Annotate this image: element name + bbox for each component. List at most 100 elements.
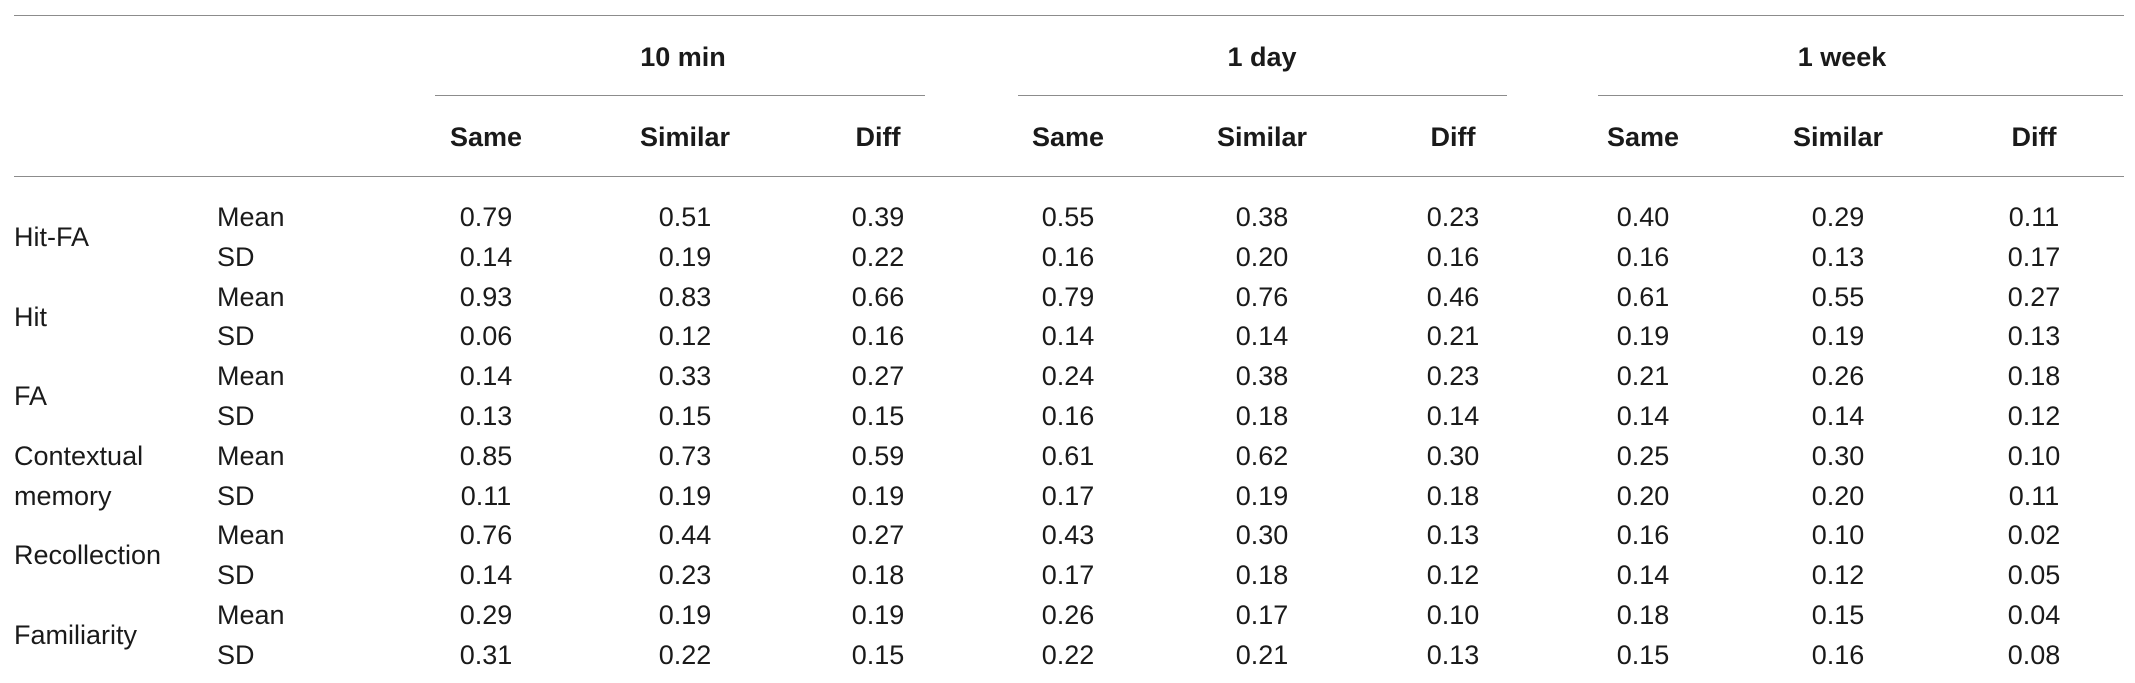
stat-label: SD: [217, 480, 255, 511]
table-cell: 0.76: [459, 520, 513, 551]
subcolumn-header: Similar: [639, 122, 731, 152]
table-cell: 0.23: [1426, 361, 1480, 392]
subcolumn-header: Same: [1606, 122, 1680, 152]
subcolumn-header: Similar: [1792, 122, 1884, 152]
table-cell: 0.21: [1616, 361, 1670, 392]
stat-label: Mean: [217, 202, 285, 232]
table-cell: 0.17: [1041, 480, 1095, 511]
subcolumn-header: Similar: [1216, 122, 1308, 152]
table-cell: 0.17: [1041, 560, 1095, 591]
table-cell: 0.22: [1041, 639, 1095, 670]
header-rule: [14, 176, 2124, 177]
table-cell: 0.93: [459, 281, 513, 312]
table-cell: 0.15: [1811, 600, 1865, 630]
table-cell: 0.27: [2007, 281, 2061, 312]
table-cell: 0.16: [1426, 241, 1480, 272]
stat-label: SD: [217, 560, 255, 591]
table-cell: 0.14: [1235, 321, 1289, 352]
table-cell: 0.20: [1616, 480, 1670, 511]
table-cell: 0.14: [459, 560, 513, 591]
table-cell: 0.30: [1811, 440, 1865, 471]
stat-label: Mean: [217, 520, 285, 551]
table-cell: 0.12: [658, 321, 712, 352]
table-cell: 0.14: [459, 361, 513, 392]
table-cell: 0.17: [2007, 241, 2061, 272]
table-cell: 0.76: [1235, 281, 1289, 312]
table-cell: 0.23: [1426, 202, 1480, 232]
table-cell: 0.30: [1235, 520, 1289, 551]
table-cell: 0.20: [1811, 480, 1865, 511]
table-cell: 0.62: [1235, 440, 1289, 471]
table-cell: 0.25: [1616, 440, 1670, 471]
table-cell: 0.40: [1616, 202, 1670, 232]
table-cell: 0.43: [1041, 520, 1095, 551]
table-cell: 0.33: [658, 361, 712, 392]
table-cell: 0.38: [1235, 202, 1289, 232]
table-cell: 0.19: [1235, 480, 1289, 511]
stat-label: SD: [217, 401, 255, 431]
table-cell: 0.61: [1041, 440, 1095, 471]
stat-label: Mean: [217, 361, 285, 392]
table-cell: 0.19: [658, 600, 712, 630]
table-cell: 0.13: [1426, 520, 1480, 551]
table-cell: 0.19: [851, 480, 905, 511]
table-cell: 0.13: [459, 401, 513, 431]
table-cell: 0.26: [1811, 361, 1865, 392]
table-cell: 0.12: [1426, 560, 1480, 591]
row-label: Familiarity: [14, 619, 138, 650]
column-group-header: 10 min: [640, 42, 726, 72]
table-cell: 0.04: [2007, 600, 2061, 630]
row-label: Hit-FA: [14, 221, 90, 252]
table-cell: 0.19: [658, 241, 712, 272]
table-cell: 0.22: [658, 639, 712, 670]
table-cell: 0.15: [1616, 639, 1670, 670]
table-cell: 0.14: [1041, 321, 1095, 352]
table-cell: 0.44: [658, 520, 712, 551]
table-cell: 0.39: [851, 202, 905, 232]
column-group-header: 1 week: [1797, 42, 1887, 72]
table-cell: 0.18: [2007, 361, 2061, 392]
row-label: Hit: [14, 301, 47, 332]
table-cell: 0.46: [1426, 281, 1480, 312]
table-cell: 0.13: [1811, 241, 1865, 272]
subcolumn-header: Diff: [1430, 122, 1476, 152]
row-label: FA: [14, 381, 48, 412]
row-label: memory: [14, 480, 112, 511]
table-cell: 0.26: [1041, 600, 1095, 630]
table-cell: 0.20: [1235, 241, 1289, 272]
table-cell: 0.27: [851, 520, 905, 551]
stat-label: Mean: [217, 600, 285, 630]
table-cell: 0.16: [1041, 241, 1095, 272]
stat-label: SD: [217, 639, 255, 670]
table-cell: 0.18: [1235, 560, 1289, 591]
table-cell: 0.11: [2008, 480, 2060, 511]
row-label: Contextual: [14, 440, 144, 471]
table-cell: 0.85: [459, 440, 513, 471]
table-cell: 0.29: [459, 600, 513, 630]
table-cell: 0.29: [1811, 202, 1865, 232]
table-cell: 0.16: [1041, 401, 1095, 431]
table-cell: 0.18: [851, 560, 905, 591]
group-underline-3: [1598, 95, 2123, 96]
table-cell: 0.19: [851, 600, 905, 630]
table-cell: 0.73: [658, 440, 712, 471]
table-cell: 0.17: [1235, 600, 1289, 630]
table-cell: 0.24: [1041, 361, 1095, 392]
table-cell: 0.21: [1426, 321, 1480, 352]
stat-label: Mean: [217, 281, 285, 312]
group-underline-1: [435, 95, 925, 96]
table-cell: 0.13: [1426, 639, 1480, 670]
table-cell: 0.27: [851, 361, 905, 392]
table-cell: 0.19: [1811, 321, 1865, 352]
table-cell: 0.11: [2008, 202, 2060, 232]
table-cell: 0.18: [1426, 480, 1480, 511]
subcolumn-header: Same: [1031, 122, 1105, 152]
table-cell: 0.55: [1811, 281, 1865, 312]
table-cell: 0.51: [658, 202, 712, 232]
table-cell: 0.31: [459, 639, 513, 670]
table-cell: 0.16: [851, 321, 905, 352]
column-group-header: 1 day: [1227, 42, 1297, 72]
table-cell: 0.16: [1811, 639, 1865, 670]
subcolumn-header: Diff: [2011, 122, 2057, 152]
table-cell: 0.02: [2007, 520, 2061, 551]
